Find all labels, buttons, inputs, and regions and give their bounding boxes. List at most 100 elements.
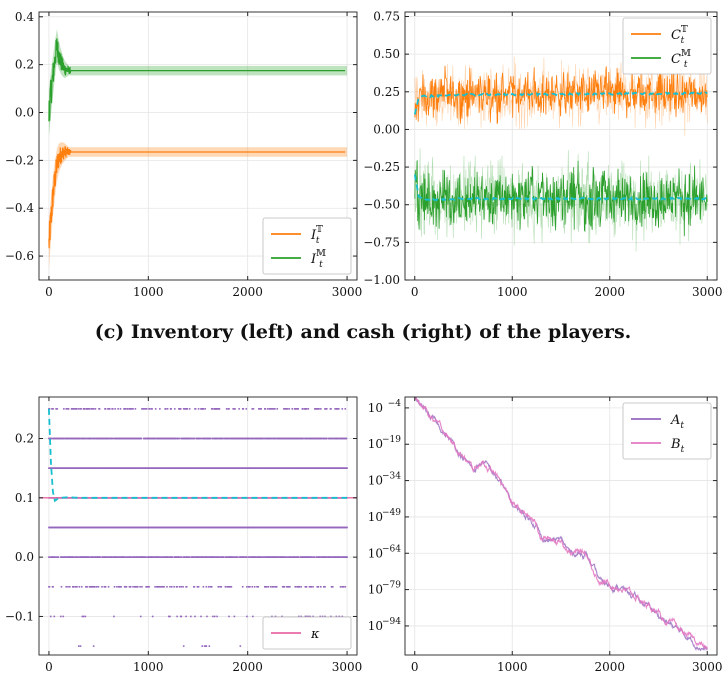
y-tick-label: −0.2 xyxy=(5,153,34,167)
legend-label: Bt xyxy=(670,437,685,455)
kappa-point xyxy=(64,556,67,558)
kappa-point xyxy=(176,585,178,588)
kappa-point xyxy=(185,585,188,588)
kappa-point xyxy=(267,585,270,588)
kappa-point xyxy=(118,556,121,558)
kappa-point xyxy=(75,408,78,410)
kappa-point xyxy=(270,408,273,410)
kappa-point xyxy=(294,408,296,410)
y-tick-exponent: −79 xyxy=(382,581,401,591)
kappa-point xyxy=(319,556,322,558)
kappa-point xyxy=(112,437,115,440)
kappa-point xyxy=(94,585,96,588)
kappa-point xyxy=(200,437,203,440)
kappa-point xyxy=(76,556,79,558)
kappa-level-points xyxy=(48,556,348,558)
kappa-point xyxy=(134,408,137,410)
y-tick-label: 0.0 xyxy=(15,106,34,120)
kappa-point xyxy=(233,615,236,618)
kappa-point xyxy=(129,585,132,588)
kappa-point xyxy=(210,585,213,588)
kappa-point xyxy=(230,585,233,588)
kappa-point xyxy=(105,556,108,558)
kappa-point xyxy=(125,585,128,588)
y-tick-label: 10 xyxy=(368,546,383,560)
kappa-point xyxy=(91,585,93,588)
kappa-point xyxy=(113,585,116,588)
series-band-0 xyxy=(414,52,708,136)
x-tick-label: 0 xyxy=(411,285,419,299)
kappa-point xyxy=(131,408,133,410)
kappa-point xyxy=(342,585,345,588)
kappa-point xyxy=(74,585,77,588)
kappa-point xyxy=(213,615,216,618)
kappa-point xyxy=(222,437,225,440)
kappa-point xyxy=(77,408,79,410)
kappa-point xyxy=(274,437,277,440)
legend-label: C𝕋 t xyxy=(671,25,688,46)
kappa-point xyxy=(204,408,206,410)
kappa-point xyxy=(182,585,184,588)
kappa-point xyxy=(52,408,54,410)
kappa-point xyxy=(285,556,288,558)
kappa-point xyxy=(191,437,193,440)
kappa-point xyxy=(73,556,76,558)
x-tick-label: 2000 xyxy=(232,660,263,674)
kappa-point xyxy=(346,526,348,529)
kappa-point xyxy=(188,408,191,410)
kappa-point xyxy=(111,556,113,558)
kappa-point xyxy=(283,408,285,410)
y-tick-label: 0.1 xyxy=(15,491,34,505)
kappa-level-points xyxy=(48,467,348,469)
kappa-point xyxy=(212,437,214,440)
x-tick-label: 1000 xyxy=(497,660,528,674)
inventory-chart: 0 1000 2000 3000 −0.6 −0.4 −0.2 0.0 0.2 0.4 I𝕋 t I𝕄 t xyxy=(5,10,362,299)
kappa-point xyxy=(91,408,94,410)
kappa-point xyxy=(216,615,218,618)
kappa-point xyxy=(251,585,254,588)
kappa-point xyxy=(285,408,288,410)
kappa-point xyxy=(229,585,231,588)
plot-area xyxy=(414,397,708,652)
kappa-point xyxy=(252,437,255,440)
kappa-point xyxy=(94,408,97,410)
kappa-point xyxy=(241,585,244,588)
kappa-point xyxy=(272,408,275,410)
kappa-point xyxy=(48,556,50,558)
kappa-point xyxy=(330,556,333,558)
kappa-point xyxy=(203,645,206,647)
kappa-point xyxy=(305,585,308,588)
kappa-level-points xyxy=(48,408,347,410)
y-tick-exponent: −4 xyxy=(388,399,402,409)
kappa-point xyxy=(286,585,288,588)
kappa-point xyxy=(304,615,307,618)
kappa-point xyxy=(178,556,181,558)
y-tick-label: 0.0 xyxy=(15,550,34,564)
kappa-point xyxy=(82,615,85,618)
kappa-point xyxy=(239,645,242,647)
kappa-point xyxy=(311,556,314,558)
kappa-point xyxy=(152,556,155,558)
kappa-point xyxy=(184,556,186,558)
kappa-point xyxy=(238,408,240,410)
kappa-point xyxy=(107,556,110,558)
kappa-point xyxy=(190,615,192,618)
kappa-point xyxy=(307,615,310,618)
kappa-point xyxy=(297,615,300,618)
kappa-point xyxy=(178,437,181,440)
kappa-point xyxy=(331,437,334,440)
kappa-point xyxy=(90,437,93,440)
series-line-1 xyxy=(414,160,708,237)
kappa-point xyxy=(79,645,82,647)
kappa-point xyxy=(87,408,90,410)
kappa-point xyxy=(162,556,165,558)
kappa-point xyxy=(167,556,169,558)
legend-label: I𝕋 t xyxy=(310,225,323,246)
kappa-point xyxy=(196,585,199,588)
kappa-point xyxy=(185,615,187,618)
kappa-point xyxy=(55,408,57,410)
kappa-point xyxy=(170,585,173,588)
kappa-point xyxy=(325,408,328,410)
kappa-point xyxy=(65,585,68,588)
